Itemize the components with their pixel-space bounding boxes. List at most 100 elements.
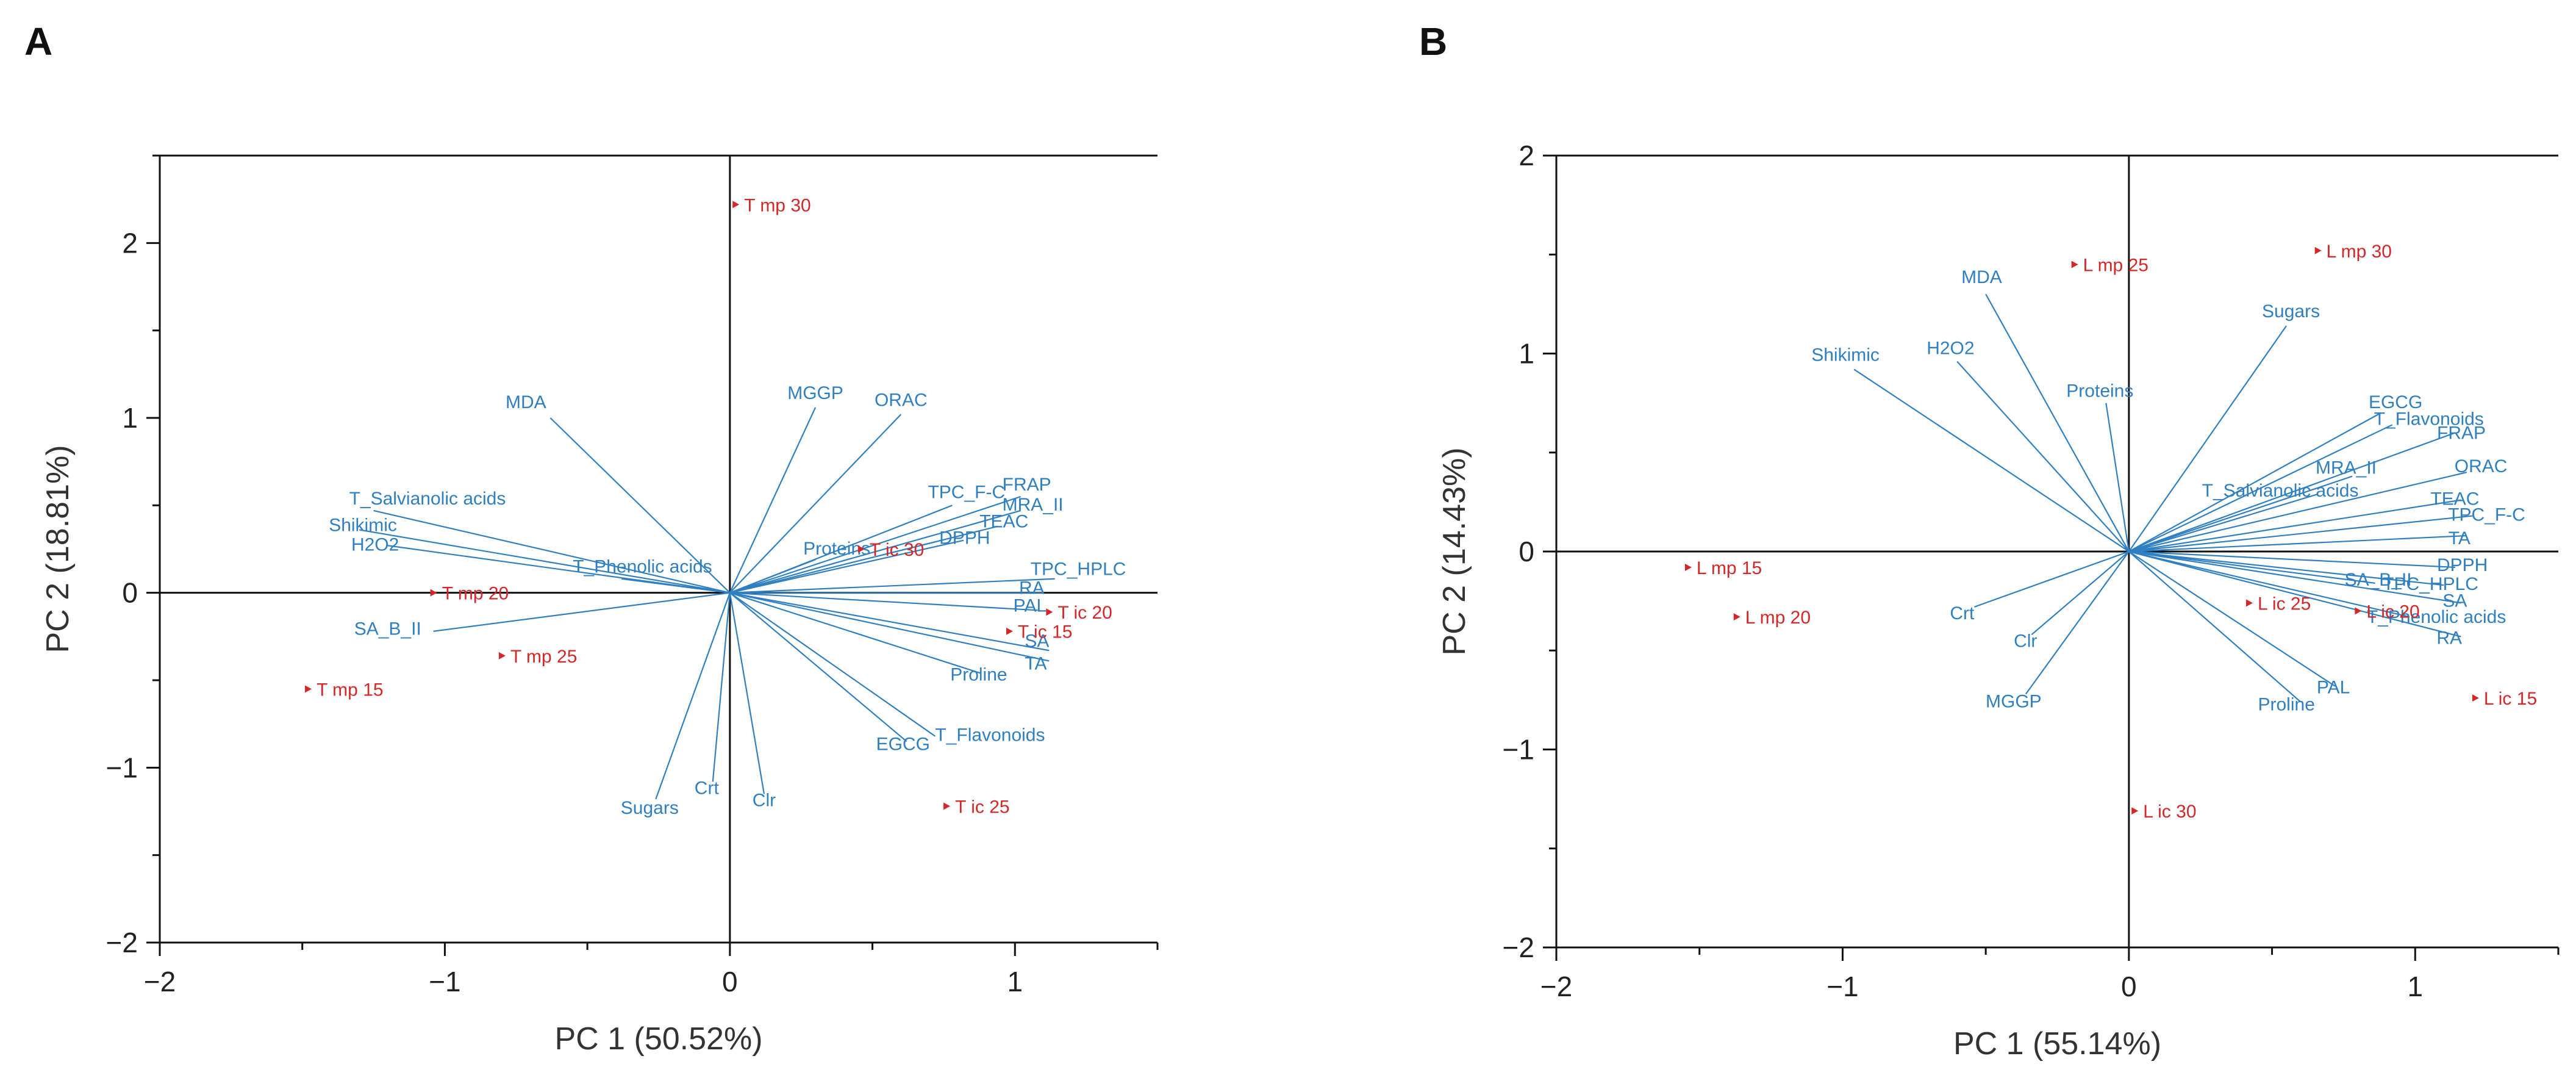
y-axis-title: PC 2 (14.43%) (1437, 447, 1472, 655)
y-tick-label: 0 (122, 577, 138, 609)
variable-label-t-phenolic-acids: T_Phenolic acids (2367, 607, 2506, 627)
loading-vector-orac (2128, 472, 2467, 553)
variable-label-clr: Clr (2014, 631, 2037, 651)
observation-marker-t-ic-30 (857, 545, 865, 553)
variable-label-mra-ii: MRA_II (1003, 495, 1064, 515)
observation-marker-l-ic-15 (2472, 694, 2479, 702)
observation-label-t-ic-15: T ic 15 (1018, 622, 1073, 642)
loading-vector-proline (2128, 551, 2302, 703)
variable-label-frap: FRAP (1003, 475, 1051, 495)
variable-label-proteins: Proteins (2066, 381, 2133, 401)
loading-vector-t-phenolic-acids (2128, 550, 2410, 618)
loading-vector-t-salvianolic-acids (373, 509, 731, 594)
variable-label-mggp: MGGP (787, 383, 843, 403)
loading-vector-ra (2128, 550, 2461, 638)
variable-label-mra-ii: MRA_II (2316, 458, 2377, 478)
y-tick-label: −1 (1503, 734, 1534, 766)
loading-vector-clr (2031, 551, 2130, 636)
loading-vector-teac (2128, 499, 2461, 553)
loading-vector-dpph (2128, 550, 2456, 569)
loading-vector-egcg (2128, 412, 2381, 552)
observation-label-t-mp-20: T mp 20 (442, 584, 509, 604)
x-tick-label: 0 (722, 966, 738, 997)
loading-vector-dpph (729, 539, 964, 594)
x-axis-title: PC 1 (55.14%) (1953, 1026, 2161, 1062)
variable-label-tpc-f-c: TPC_F-C (928, 482, 1005, 502)
variable-label-tpc-hplc: TPC_HPLC (2383, 574, 2478, 594)
loading-vector-sa (729, 592, 1050, 652)
variable-label-frap: FRAP (2437, 423, 2486, 443)
loading-vector-t-salvianolic-acids (2128, 493, 2318, 553)
variable-label-t-flavonoids: T_Flavonoids (2374, 409, 2484, 429)
loading-vector-pal (729, 592, 1038, 611)
loading-vector-proteins (2105, 403, 2130, 552)
loading-vector-sa-b-ii (2128, 550, 2375, 584)
observation-marker-l-mp-25 (2071, 261, 2078, 268)
variable-label-ta: TA (1025, 653, 1046, 674)
loading-vector-crt (712, 592, 731, 782)
observation-marker-l-ic-30 (2131, 807, 2139, 815)
panel-b: B −2 −1 0 1 −2 −1 0 1 2 PC 1 (55.14%) PC 2 (14.43%)… (1419, 20, 2560, 1062)
y-tick-label: −2 (1503, 932, 1534, 963)
variable-label-t-flavonoids: T_Flavonoids (935, 725, 1045, 746)
variable-label-ra: RA (2436, 628, 2462, 649)
observation-label-l-mp-20: L mp 20 (1745, 608, 1811, 628)
observation-marker-t-mp-30 (732, 201, 740, 209)
variable-label-pal: PAL (2317, 678, 2350, 698)
variable-label-sugars: Sugars (2262, 301, 2320, 322)
observation-label-t-ic-25: T ic 25 (955, 797, 1010, 817)
variable-label-sa: SA (2442, 591, 2467, 611)
y-axis-title: PC 2 (18.81%) (40, 445, 76, 653)
variable-label-clr: Clr (753, 790, 776, 810)
variable-label-egcg: EGCG (876, 734, 930, 754)
loading-vector-sugars (655, 592, 731, 800)
y-tick-label: 1 (122, 402, 138, 434)
loading-vector-ta (2128, 534, 2467, 553)
x-tick-label: 0 (2121, 971, 2137, 1002)
loading-vector-t-phenolic-acids (621, 578, 730, 594)
loading-vector-mggp (729, 407, 817, 594)
variable-label-sugars: Sugars (621, 798, 679, 818)
variable-label-proline: Proline (2258, 695, 2315, 715)
loading-vector-shikimic (359, 529, 731, 594)
variable-label-crt: Crt (695, 778, 720, 798)
variable-label-h2o2: H2O2 (351, 534, 399, 555)
variable-label-sa-b-ii: SA_B_II (354, 619, 421, 639)
variable-label-t-salvianolic-acids: T_Salvianolic acids (2202, 481, 2359, 501)
variable-label-ra: RA (1019, 578, 1045, 598)
observation-marker-l-mp-20 (1733, 613, 1741, 621)
loading-vector-tpc-hplc (2128, 550, 2444, 586)
loading-vector-sa (2128, 550, 2461, 604)
loading-vector-h2o2 (1956, 361, 2130, 552)
x-tick-label: −1 (1826, 971, 1858, 1002)
variable-label-dpph: DPPH (939, 528, 990, 548)
loading-vector-tpc-f-c (729, 505, 953, 594)
y-tick-label: 2 (122, 227, 138, 259)
observation-label-l-ic-25: L ic 25 (2258, 594, 2311, 614)
loading-vector-ta (729, 592, 1050, 662)
variable-label-tpc-hplc: TPC_HPLC (1031, 559, 1126, 580)
observation-label-t-mp-30: T mp 30 (744, 195, 811, 215)
y-tick-label: 1 (1519, 338, 1534, 370)
observation-label-t-mp-15: T mp 15 (317, 680, 384, 700)
loading-vector-teac (729, 525, 998, 594)
loading-vector-frap (2128, 432, 2456, 553)
observation-marker-t-ic-25 (943, 802, 951, 810)
variable-label-shikimic: Shikimic (1811, 345, 1880, 365)
variable-label-pal: PAL (1014, 595, 1046, 616)
y-tick-label: −2 (106, 927, 138, 958)
observation-label-l-mp-15: L mp 15 (1697, 558, 1762, 578)
loading-vector-t-flavonoids (729, 592, 936, 737)
loading-vector-shikimic (1853, 368, 2130, 552)
variable-label-t-phenolic-acids: T_Phenolic acids (573, 557, 712, 577)
observation-label-t-mp-25: T mp 25 (510, 647, 578, 667)
variable-label-egcg: EGCG (2369, 392, 2422, 412)
observation-label-l-ic-15: L ic 15 (2484, 689, 2537, 709)
observation-marker-l-mp-15 (1684, 563, 1692, 571)
observation-label-l-ic-20: L ic 20 (2366, 602, 2419, 622)
observation-label-l-ic-30: L ic 30 (2143, 802, 2196, 822)
observation-label-l-mp-25: L mp 25 (2083, 255, 2148, 275)
variable-label-mda: MDA (506, 392, 546, 412)
loading-vector-orac (729, 414, 902, 594)
